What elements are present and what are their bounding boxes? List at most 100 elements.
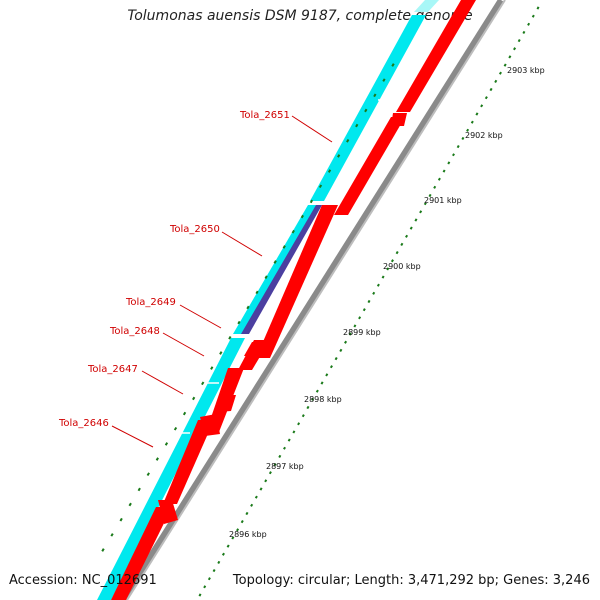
gene-feature[interactable]	[396, 0, 476, 112]
scale-tick	[283, 446, 286, 450]
inner-tick	[237, 320, 241, 325]
leader-line	[141, 370, 184, 395]
gene-feature[interactable]	[111, 507, 172, 600]
genome-backbone-shadow	[126, 0, 506, 600]
coordinate-label-2898: 2898 kbp	[304, 395, 342, 404]
scale-tick	[325, 373, 329, 377]
gene-feature-arrow[interactable]	[391, 113, 407, 126]
scale-tick	[372, 291, 376, 295]
inner-tick	[300, 214, 304, 219]
inner-tick	[228, 336, 232, 340]
scale-tick	[475, 112, 479, 116]
inner-tick	[164, 442, 169, 446]
gene-feature-arrow[interactable]	[158, 500, 178, 524]
coordinate-label-2897: 2897 kbp	[266, 462, 304, 471]
gene-feature[interactable]	[256, 205, 338, 358]
scale-tick	[236, 528, 240, 532]
gene-feature[interactable]	[97, 338, 245, 600]
scale-tick	[306, 405, 310, 410]
scale-tick	[240, 519, 244, 524]
scale-tick-track	[198, 6, 540, 597]
scale-tick	[461, 136, 465, 140]
gene-feature[interactable]	[334, 117, 405, 215]
scale-tick	[226, 544, 230, 548]
gene-feature[interactable]	[163, 420, 214, 504]
inner-tick	[173, 426, 178, 431]
coordinate-label-2901: 2901 kbp	[424, 196, 462, 205]
leader-line	[291, 115, 333, 143]
gene-feature-highlight[interactable]	[241, 205, 322, 334]
scale-tick	[498, 71, 502, 75]
scale-tick	[339, 348, 343, 353]
inner-tick	[382, 78, 386, 82]
inner-tick	[273, 260, 277, 264]
scale-tick	[217, 560, 221, 564]
scale-tick	[353, 324, 357, 328]
scale-tick	[344, 340, 348, 344]
scale-tick	[484, 96, 488, 100]
inner-tick	[337, 154, 341, 158]
scale-tick	[423, 202, 427, 206]
gene-label-tola-2648[interactable]: Tola_2648	[109, 326, 160, 337]
gene-feature-arrow[interactable]	[218, 395, 236, 412]
leader-line	[111, 425, 154, 448]
gene-label-tola-2650[interactable]: Tola_2650	[169, 224, 220, 235]
gene-label-tola-2651[interactable]: Tola_2651	[239, 110, 290, 121]
inner-tick	[309, 199, 314, 204]
inner-tick	[391, 63, 395, 67]
scale-tick	[395, 250, 399, 255]
inner-tick	[318, 184, 323, 189]
scale-tick	[386, 267, 390, 271]
scale-tick	[437, 177, 441, 181]
gene-label-tola-2647[interactable]: Tola_2647	[87, 364, 138, 375]
gene-label-tola-2646[interactable]: Tola_2646	[58, 418, 109, 429]
scale-tick	[376, 283, 380, 287]
scale-tick	[301, 414, 305, 418]
accession-text: Accession: NC_012691	[9, 573, 157, 588]
inner-tick	[291, 229, 295, 234]
inner-tick	[355, 123, 359, 128]
scale-tick	[480, 104, 484, 108]
inner-tick	[192, 396, 196, 401]
inner-tick	[282, 245, 286, 249]
scale-tick	[334, 356, 338, 361]
scale-tick	[367, 299, 371, 304]
scale-tick	[494, 79, 498, 84]
scale-tick	[362, 308, 366, 312]
scale-tick	[245, 511, 249, 516]
scale-tick	[531, 14, 535, 18]
inner-tick	[264, 275, 268, 279]
scale-tick	[311, 397, 315, 401]
scale-tick	[447, 161, 451, 165]
scale-tick	[348, 332, 352, 336]
scale-tick	[320, 381, 324, 385]
scale-tick	[513, 47, 517, 51]
inner-tick	[146, 472, 150, 477]
inner-tick	[155, 457, 159, 461]
inner-tick	[327, 169, 332, 173]
inner-tick	[255, 290, 259, 295]
leader-line	[162, 332, 205, 357]
scale-tick	[428, 193, 432, 198]
scale-tick	[419, 210, 423, 214]
scale-tick	[466, 128, 470, 132]
scale-tick	[264, 479, 268, 483]
scale-tick	[250, 503, 254, 507]
gene-label-tola-2649[interactable]: Tola_2649	[125, 297, 176, 308]
coordinate-label-2902: 2902 kbp	[465, 131, 503, 140]
scale-tick	[527, 22, 531, 26]
scale-tick	[414, 218, 418, 222]
genome-summary-text: Topology: circular; Length: 3,471,292 bp…	[232, 573, 590, 588]
scale-tick	[517, 39, 521, 43]
scale-tick	[259, 487, 263, 491]
coordinate-label-2900: 2900 kbp	[383, 262, 421, 271]
scale-tick	[315, 389, 319, 393]
scale-tick	[503, 63, 507, 67]
gene-labels: Tola_2651 Tola_2650 Tola_2649 Tola_2648 …	[58, 110, 333, 448]
inner-tick	[182, 411, 187, 416]
scale-tick	[508, 55, 512, 59]
scale-tick	[231, 536, 235, 540]
scale-tick	[442, 169, 446, 173]
gene-feature[interactable]	[414, 0, 439, 12]
